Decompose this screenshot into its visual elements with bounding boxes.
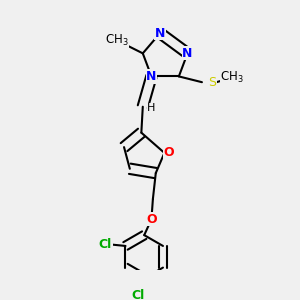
Text: O: O (164, 146, 174, 159)
Text: Cl: Cl (132, 289, 145, 300)
Text: N: N (146, 70, 157, 83)
Text: O: O (146, 213, 157, 226)
Text: H: H (147, 103, 156, 113)
Text: S: S (208, 76, 216, 89)
Text: Cl: Cl (99, 238, 112, 251)
Text: CH$_3$: CH$_3$ (105, 33, 129, 48)
Text: CH$_3$: CH$_3$ (220, 70, 244, 85)
Text: N: N (155, 27, 165, 40)
Text: N: N (182, 47, 193, 60)
